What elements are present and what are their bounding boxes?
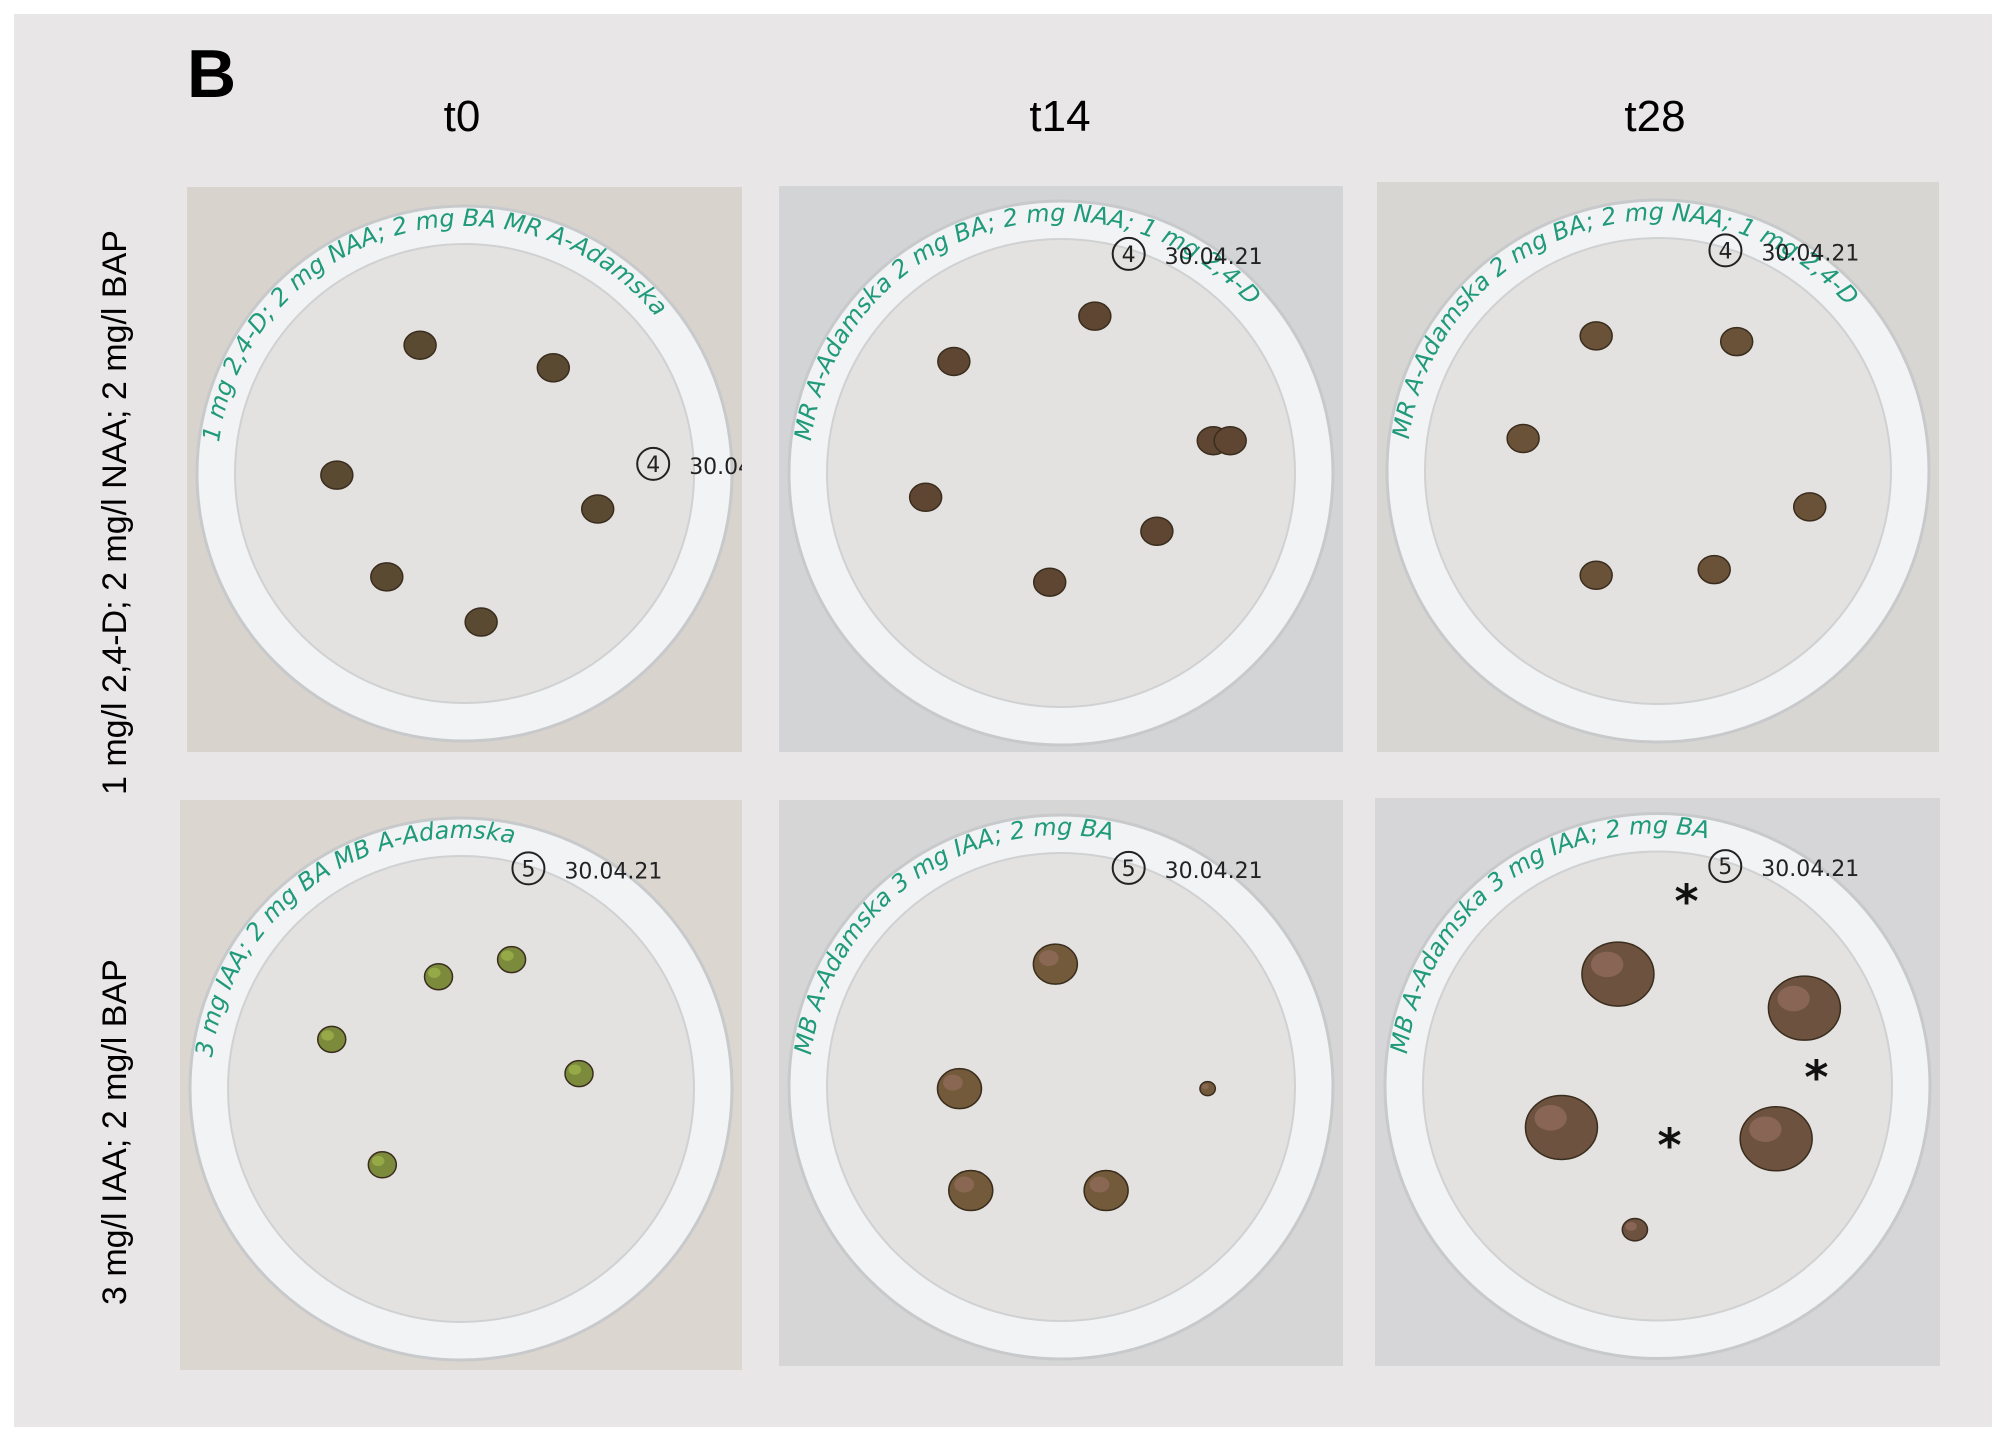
explant-callus <box>936 1067 983 1110</box>
explant-callus <box>1078 301 1112 331</box>
shoot-tissue <box>1777 985 1810 1012</box>
plate-number: 5 <box>521 857 535 882</box>
plate-date: 30.04.21 <box>1761 857 1859 882</box>
explant-callus <box>1083 1169 1129 1212</box>
shoot-tissue <box>1534 1105 1567 1131</box>
plate-number-circle <box>1111 236 1146 271</box>
explant-callus <box>1213 425 1247 456</box>
explant-callus <box>367 1151 398 1179</box>
plate-number-circle <box>636 446 671 481</box>
plate-number-circle <box>1708 849 1743 884</box>
agar-surface <box>1422 850 1893 1322</box>
petri-dish-photo-r2-c2: MB A-Adamska 3 mg IAA; 2 mg BA 5 30.04.21 <box>779 800 1343 1366</box>
shoot-tissue <box>568 1064 582 1075</box>
explant-callus <box>580 494 615 524</box>
shoot-tissue <box>1201 1083 1209 1090</box>
plate-number: 4 <box>646 453 660 478</box>
shoot-tissue <box>1038 950 1059 967</box>
petri-dish-image: MR A-Adamska 2 mg BA; 2 mg NAA; 1 mg 2,4… <box>1377 182 1939 752</box>
explant-callus <box>370 562 404 592</box>
column-heading-t14: t14 <box>1029 92 1091 141</box>
explant-callus <box>1506 423 1540 454</box>
explant-callus <box>1140 516 1174 547</box>
explant-callus <box>316 1025 347 1054</box>
shoot-tissue <box>371 1155 385 1167</box>
agar-surface <box>227 855 695 1323</box>
column-heading-t28: t28 <box>1624 92 1686 141</box>
plate-number: 5 <box>1122 857 1136 882</box>
regeneration-asterisk: * <box>1658 1119 1682 1173</box>
shoot-tissue <box>428 967 441 978</box>
shoot-tissue <box>1089 1176 1110 1193</box>
explant-callus <box>1579 321 1613 351</box>
plate-number: 4 <box>1122 243 1136 268</box>
petri-dish-image: MR A-Adamska 2 mg BA; 2 mg NAA; 1 mg 2,4… <box>779 186 1343 752</box>
plate-number-circle <box>1708 233 1743 268</box>
plate-date: 30.04.21 <box>1165 859 1263 884</box>
explant-callus <box>1739 1106 1813 1172</box>
petri-dish-photo-r1-c1: 1 mg 2,4-D; 2 mg NAA; 2 mg BA MR A-Adams… <box>187 187 742 752</box>
explant-callus <box>937 346 971 377</box>
shoot-tissue <box>501 950 514 961</box>
plate-date: 30.04.21 <box>689 455 742 480</box>
petri-dish-photo-r2-c1: 3 mg IAA; 2 mg BA MB A-Adamska 5 30.04.21 <box>180 800 742 1370</box>
petri-dish-photo-r1-c2: MR A-Adamska 2 mg BA; 2 mg NAA; 1 mg 2,4… <box>779 186 1343 752</box>
explant-callus <box>1032 567 1067 597</box>
explant-callus <box>908 482 943 513</box>
explant-callus <box>948 1169 994 1212</box>
explant-callus <box>1032 943 1079 985</box>
explant-callus <box>496 945 527 974</box>
shoot-tissue <box>321 1030 334 1041</box>
shoot-tissue <box>942 1074 963 1091</box>
explant-callus <box>536 353 571 383</box>
plate-date: 30.04.21 <box>1165 245 1263 270</box>
regeneration-asterisk: * <box>1804 1050 1828 1104</box>
explant-callus <box>1697 554 1731 585</box>
petri-dish-photo-r1-c3: MR A-Adamska 2 mg BA; 2 mg NAA; 1 mg 2,4… <box>1377 182 1939 752</box>
row-label-treatment-1: 1 mg/l 2,4-D; 2 mg/l NAA; 2 mg/l BAP <box>96 230 134 795</box>
explant-callus <box>1792 492 1827 522</box>
explant-callus <box>564 1059 594 1088</box>
petri-dish-image: MB A-Adamska 3 mg IAA; 2 mg BA5 30.04.21 <box>779 800 1343 1366</box>
shoot-tissue <box>1590 951 1624 978</box>
agar-surface <box>826 238 1296 708</box>
agar-surface <box>826 852 1296 1322</box>
explant-callus <box>464 607 498 637</box>
regeneration-asterisk: * <box>1674 874 1698 928</box>
shoot-tissue <box>954 1176 975 1193</box>
shoot-tissue <box>1625 1221 1637 1231</box>
explant-callus <box>1579 560 1613 591</box>
explant-callus <box>1524 1094 1599 1161</box>
panel-letter: B <box>187 36 237 112</box>
explant-callus <box>1621 1217 1649 1242</box>
explant-callus <box>423 962 454 991</box>
explant-callus <box>320 460 354 490</box>
explant-callus <box>1581 941 1655 1007</box>
plate-number-circle <box>511 851 546 886</box>
explant-callus <box>403 330 437 360</box>
row-label-treatment-2: 3 mg/l IAA; 2 mg/l BAP <box>96 959 134 1305</box>
shoot-tissue <box>1749 1116 1782 1142</box>
plate-number: 4 <box>1718 239 1732 264</box>
explant-callus <box>1199 1080 1217 1097</box>
explant-callus <box>1767 975 1842 1041</box>
petri-dish-photo-r2-c3: MB A-Adamska 3 mg IAA; 2 mg BA 5 30.04.21 *… <box>1375 798 1940 1366</box>
agar-surface <box>234 243 695 704</box>
explant-callus <box>1719 326 1754 357</box>
petri-dish-image: MB A-Adamska 3 mg IAA; 2 mg BA5 30.04.21*… <box>1375 798 1940 1366</box>
plate-date: 30.04.21 <box>1761 241 1859 266</box>
column-heading-t0: t0 <box>443 92 481 141</box>
plate-number-circle <box>1111 850 1146 885</box>
plate-date: 30.04.21 <box>564 859 662 884</box>
petri-dish-image: 1 mg 2,4-D; 2 mg NAA; 2 mg BA MR A-Adams… <box>187 187 742 752</box>
plate-number: 5 <box>1718 855 1732 880</box>
agar-surface <box>1424 237 1892 705</box>
